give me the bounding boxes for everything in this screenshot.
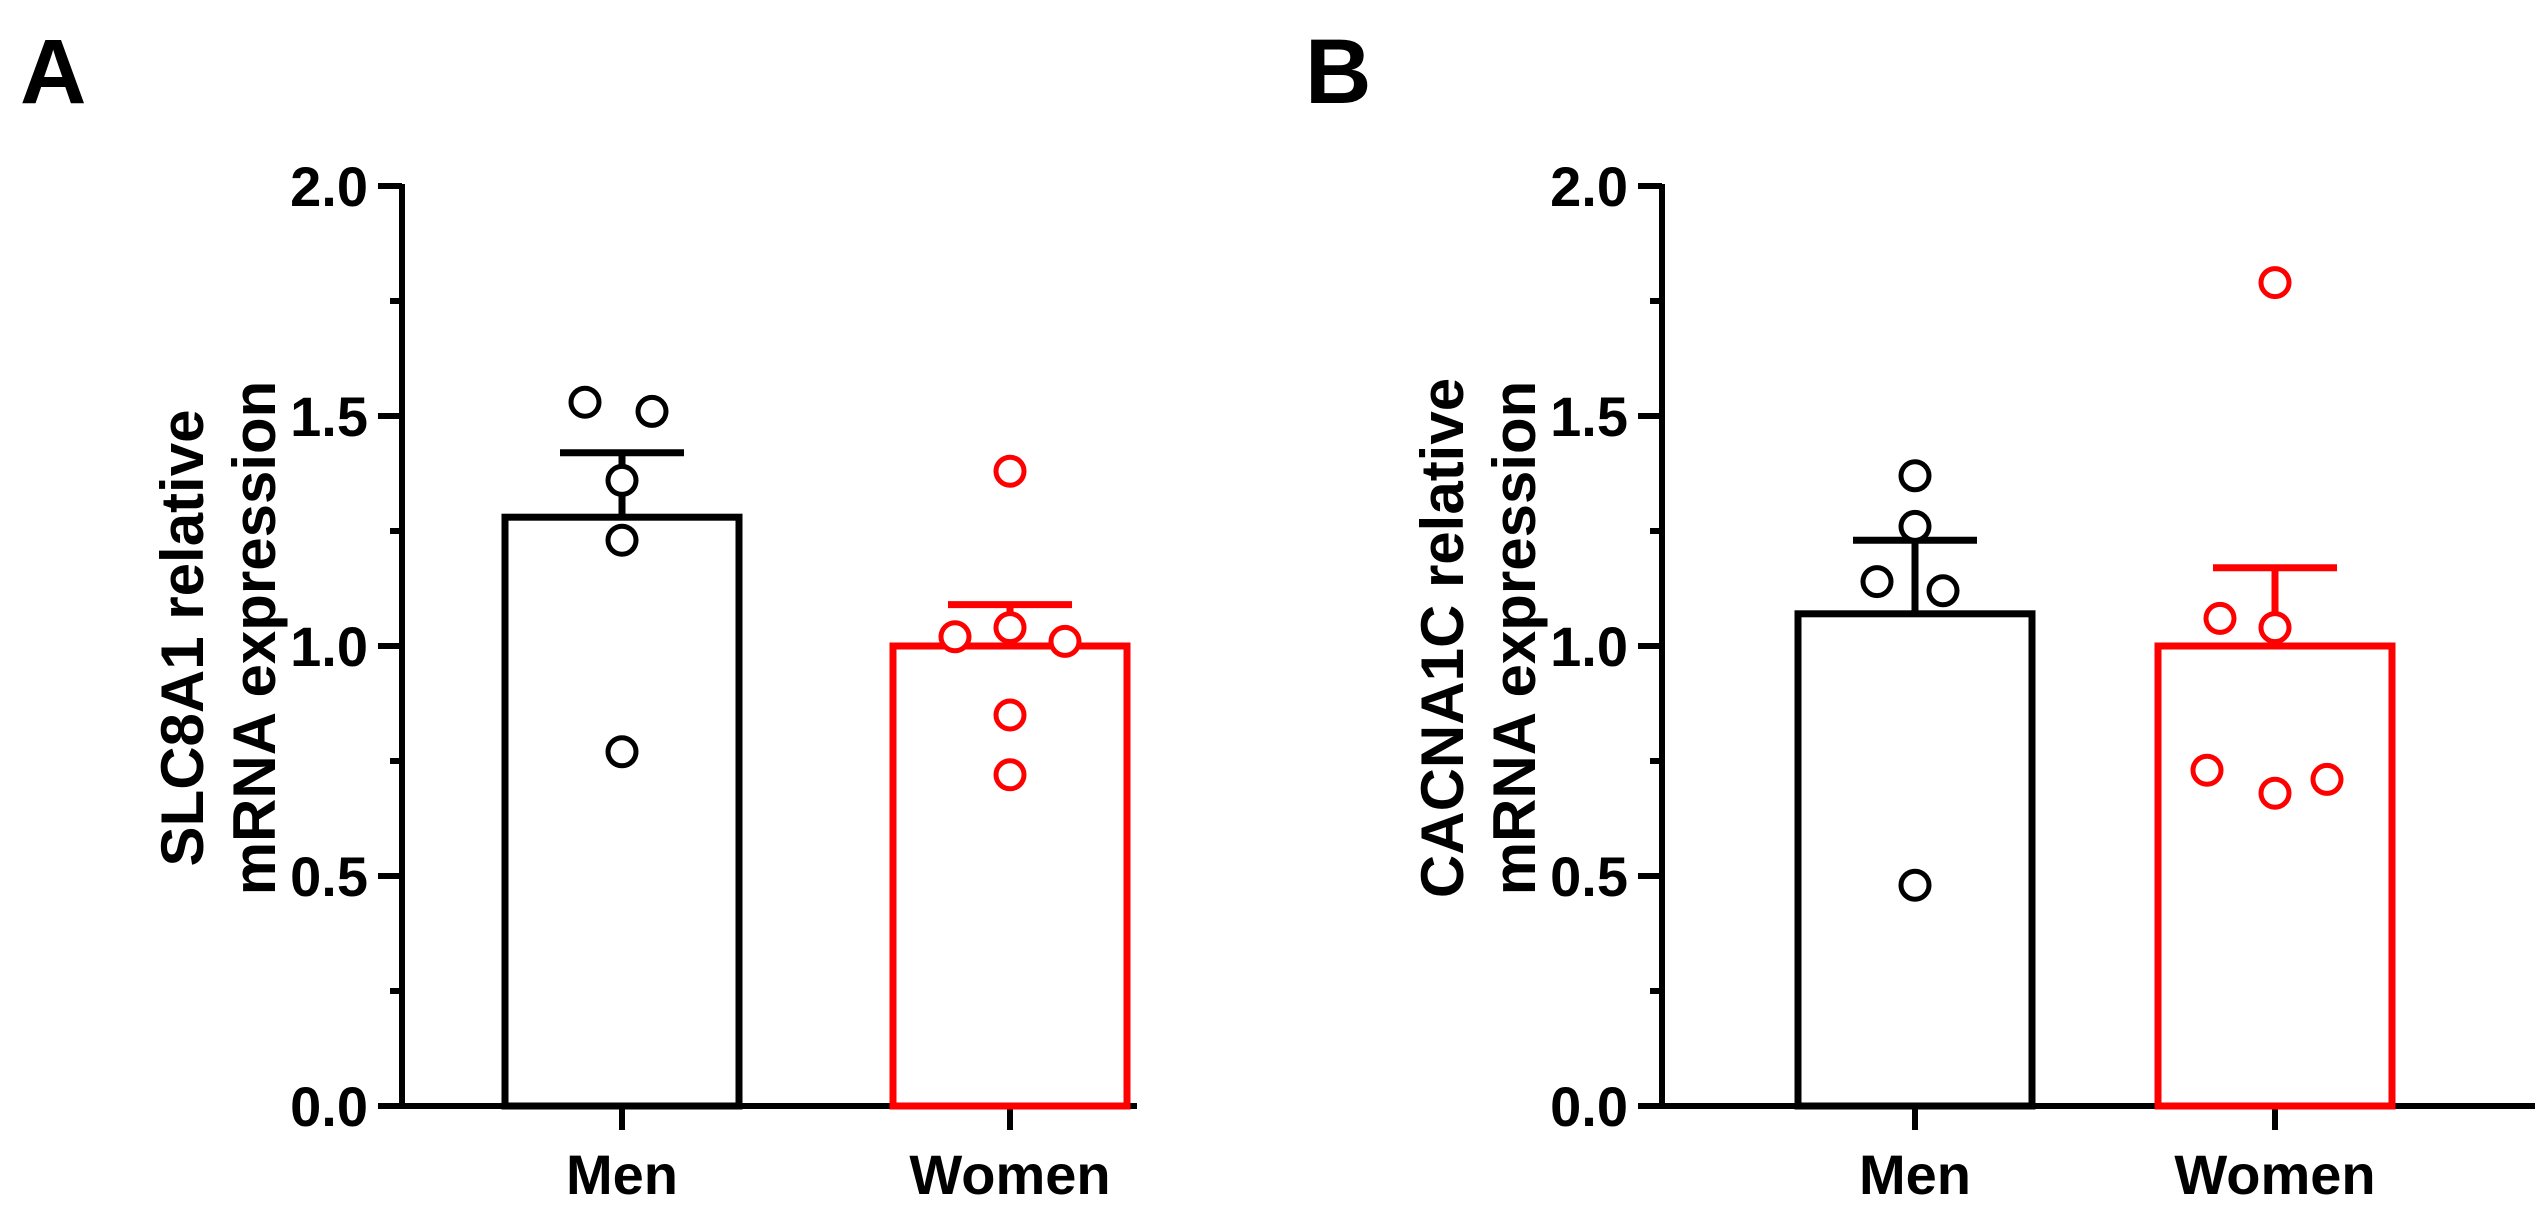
data-point xyxy=(938,620,972,654)
panel-a-ylabel-line1: SLC8A1 relative xyxy=(149,410,216,867)
data-point xyxy=(2310,762,2344,796)
panel-a-axes: 0.0 0.5 1.0 1.5 2.0 Men Women xyxy=(290,155,1137,1206)
data-point xyxy=(605,523,639,557)
panel-b-ylabel-line1: CACNA1C relative xyxy=(1409,378,1476,898)
x-tick-label: Women xyxy=(909,1143,1110,1206)
bar xyxy=(889,642,1131,1110)
panel-b-ylabel-line2: mRNA expression xyxy=(1481,381,1548,896)
panel-b-letter: B xyxy=(1305,21,1371,123)
panel-b: B CACNA1C relative mRNA expression 0.00.… xyxy=(1305,21,2535,1206)
data-point xyxy=(2258,776,2292,810)
y-tick-label: 1.5 xyxy=(1550,385,1628,448)
bar xyxy=(1794,610,2036,1110)
bar xyxy=(2154,642,2396,1110)
data-point xyxy=(635,394,669,428)
y-tick-label: 0.5 xyxy=(290,845,368,908)
bar xyxy=(501,513,743,1110)
panel-b-bars xyxy=(1794,266,2396,1110)
data-point xyxy=(568,385,602,419)
panel-a-letter: A xyxy=(20,21,86,123)
data-point xyxy=(605,735,639,769)
y-tick-label: 2.0 xyxy=(1550,155,1628,218)
panel-a-ylabel-line2: mRNA expression xyxy=(221,381,288,896)
data-point xyxy=(993,611,1027,645)
panel-a-bars xyxy=(501,385,1131,1110)
data-point xyxy=(1860,565,1894,599)
data-point xyxy=(993,758,1027,792)
data-point xyxy=(993,698,1027,732)
data-point xyxy=(1898,509,1932,543)
x-tick-label: Women xyxy=(2174,1143,2375,1206)
panel-b-axes: 0.0 0.5 1.0 1.5 2.0 Men Women xyxy=(1550,155,2535,1206)
data-point xyxy=(1898,459,1932,493)
y-tick-label: 0.0 xyxy=(290,1075,368,1138)
data-point xyxy=(2258,611,2292,645)
y-tick-label: 0.5 xyxy=(1550,845,1628,908)
x-tick-label: Men xyxy=(1859,1143,1971,1206)
y-tick-label: 0.0 xyxy=(1550,1075,1628,1138)
data-point xyxy=(1926,574,1960,608)
y-tick-label: 1.0 xyxy=(1550,615,1628,678)
data-point xyxy=(1048,624,1082,658)
y-tick-label: 1.0 xyxy=(290,615,368,678)
data-point xyxy=(605,463,639,497)
x-tick-label: Men xyxy=(566,1143,678,1206)
data-point xyxy=(2258,266,2292,300)
data-point xyxy=(1898,868,1932,902)
data-point xyxy=(2190,753,2224,787)
data-point xyxy=(2203,601,2237,635)
data-point xyxy=(993,454,1027,488)
y-tick-label: 2.0 xyxy=(290,155,368,218)
panel-a: A SLC8A1 relative mRNA expression 0.0 0.5… xyxy=(20,21,1137,1206)
y-tick-label: 1.5 xyxy=(290,385,368,448)
